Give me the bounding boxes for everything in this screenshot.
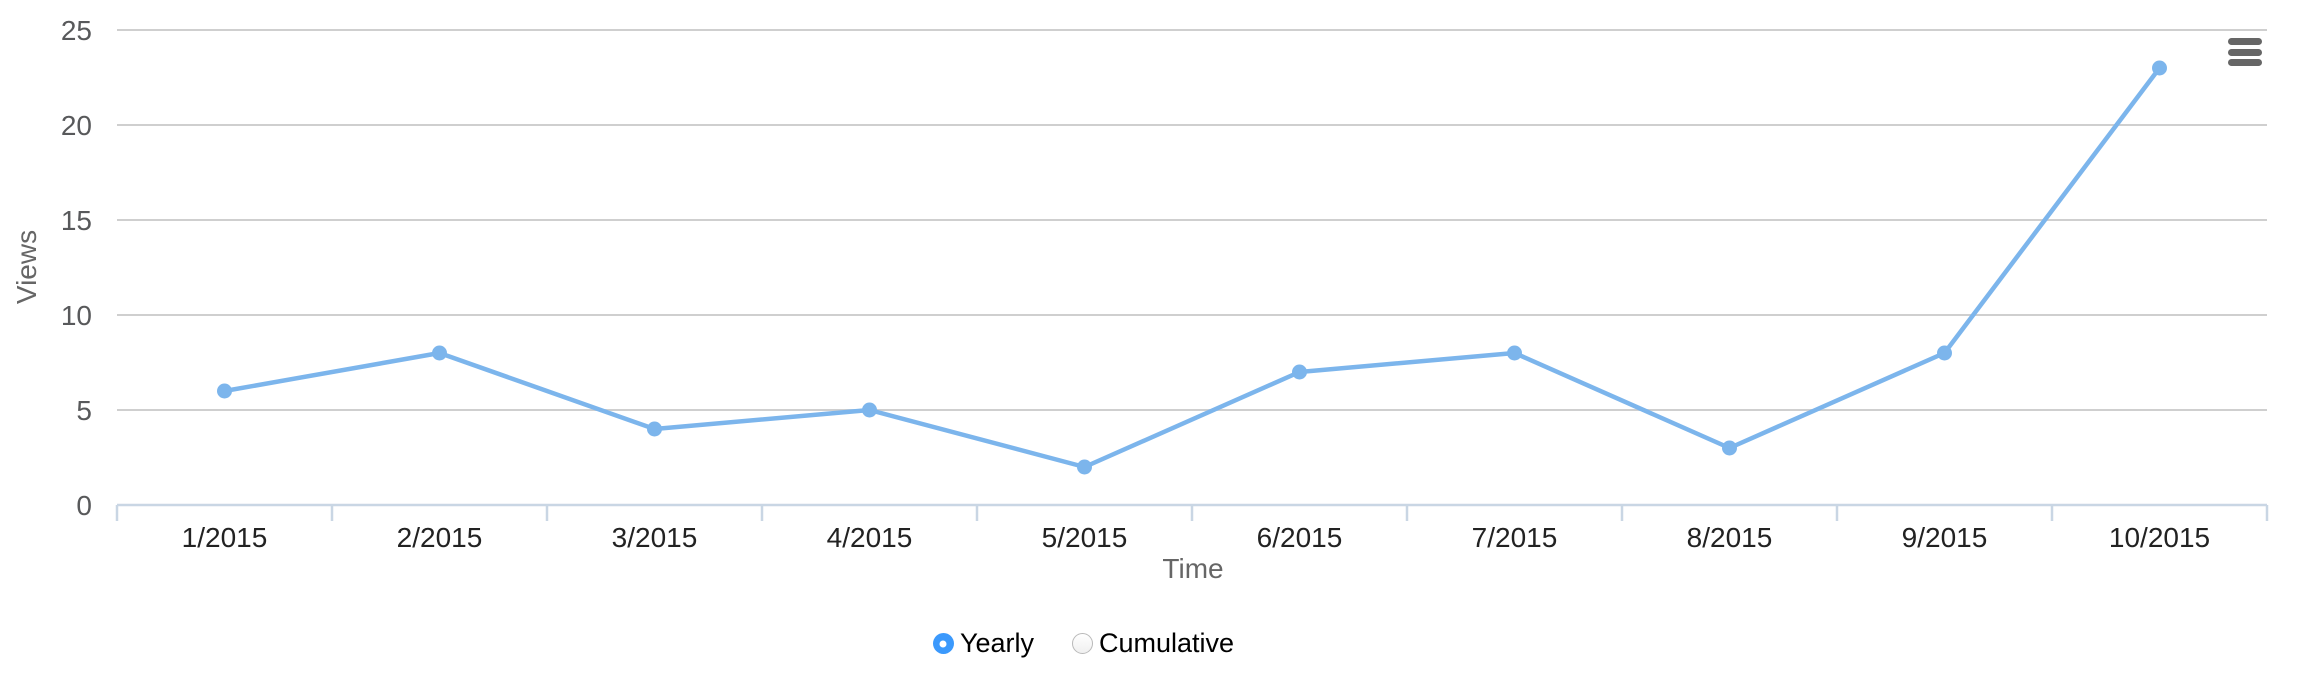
x-tick-label: 8/2015: [1687, 522, 1773, 553]
data-point-marker[interactable]: [1292, 364, 1307, 380]
y-tick-label: 0: [76, 490, 92, 521]
y-tick-label: 15: [61, 205, 92, 236]
y-tick-label: 25: [61, 15, 92, 46]
radio-yearly-label: Yearly: [959, 628, 1034, 658]
x-tick-label: 1/2015: [182, 522, 268, 553]
hamburger-menu-icon: [2228, 38, 2262, 45]
y-tick-label: 20: [61, 110, 92, 141]
x-tick-label: 10/2015: [2109, 522, 2210, 553]
x-axis-title: Time: [1162, 553, 1223, 584]
y-axis-title: Views: [11, 230, 42, 304]
gridlines: [117, 29, 2267, 411]
data-point-marker[interactable]: [1722, 440, 1737, 456]
x-tick-label: 6/2015: [1257, 522, 1343, 553]
series-line: [222, 65, 2162, 470]
data-point-marker[interactable]: [2152, 60, 2167, 76]
radio-cumulative-label: Cumulative: [1099, 628, 1235, 658]
data-point-marker[interactable]: [1077, 459, 1092, 475]
data-point-marker[interactable]: [217, 383, 232, 399]
hamburger-menu-icon: [2228, 59, 2262, 66]
hamburger-menu-icon: [2228, 48, 2262, 56]
x-tick-label: 4/2015: [827, 522, 913, 553]
data-point-marker[interactable]: [862, 402, 877, 418]
data-point-marker[interactable]: [647, 421, 662, 437]
x-tick-label: 5/2015: [1042, 522, 1128, 553]
views-line-chart: 0 5 10 15 20 25 1/2015 2/2015 3/2015 4/2015 5/2015…: [11, 15, 2269, 584]
radio-yearly-icon[interactable]: [932, 633, 954, 654]
x-tick-label: 9/2015: [1902, 522, 1988, 553]
data-point-marker[interactable]: [1937, 345, 1952, 361]
radio-option-yearly[interactable]: Yearly: [932, 628, 1034, 659]
radio-cumulative-icon[interactable]: [1072, 633, 1093, 654]
x-tick-label: 3/2015: [612, 522, 698, 553]
data-point-marker[interactable]: [1507, 345, 1522, 361]
radio-option-cumulative[interactable]: Cumulative: [1072, 628, 1234, 659]
series: [217, 60, 2167, 475]
axes: 0 5 10 15 20 25 1/2015 2/2015 3/2015 4/2015 5/2015…: [61, 15, 2269, 553]
series-mode-controls: Yearly Cumulative: [0, 628, 2167, 659]
data-point-marker[interactable]: [432, 345, 447, 361]
y-tick-label: 5: [76, 395, 92, 426]
x-tick-label: 2/2015: [397, 522, 483, 553]
y-tick-label: 10: [61, 300, 92, 331]
x-tick-label: 7/2015: [1472, 522, 1558, 553]
chart-context-menu-button[interactable]: [2228, 38, 2262, 66]
